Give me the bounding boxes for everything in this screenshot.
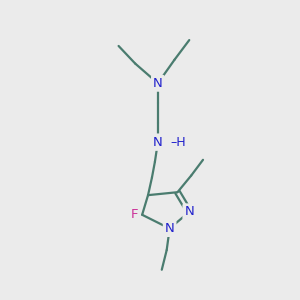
Text: N: N	[184, 205, 194, 218]
Text: F: F	[131, 208, 138, 221]
Text: N: N	[153, 77, 163, 90]
Text: N: N	[165, 222, 175, 235]
Text: N: N	[153, 136, 163, 148]
Text: –H: –H	[171, 136, 186, 148]
Text: N: N	[153, 136, 163, 148]
